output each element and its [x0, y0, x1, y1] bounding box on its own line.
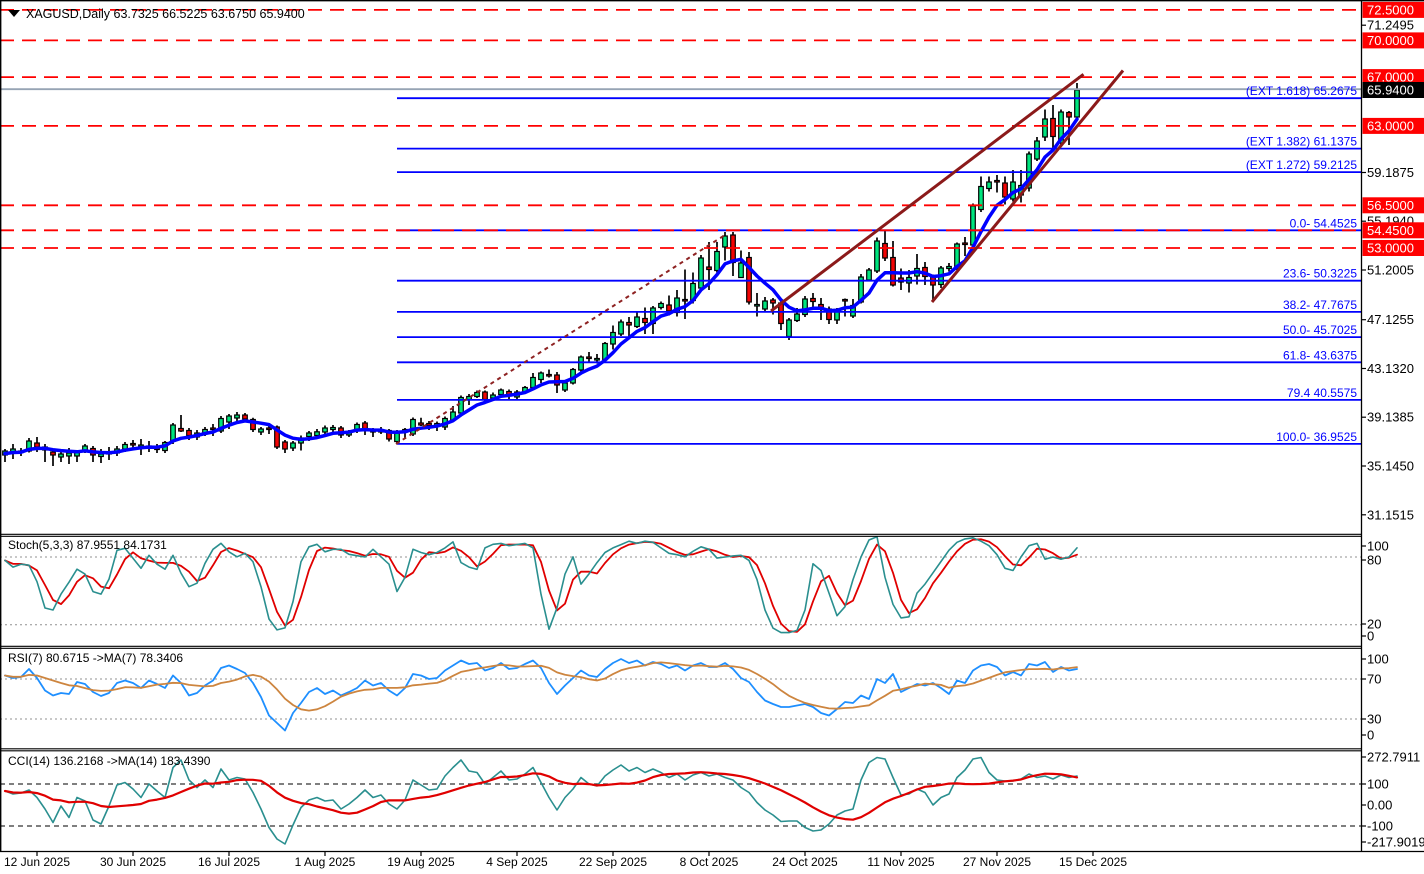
svg-text:100.0- 36.9525: 100.0- 36.9525	[1276, 430, 1357, 444]
svg-text:24 Oct 2025: 24 Oct 2025	[772, 855, 838, 869]
svg-text:35.1450: 35.1450	[1367, 459, 1414, 474]
svg-text:70.0000: 70.0000	[1367, 33, 1414, 48]
svg-text:11 Nov 2025: 11 Nov 2025	[867, 855, 934, 869]
svg-text:1 Aug 2025: 1 Aug 2025	[295, 855, 356, 869]
svg-text:50.0- 45.7025: 50.0- 45.7025	[1283, 323, 1357, 337]
svg-text:272.7911: 272.7911	[1367, 750, 1420, 765]
svg-text:0.0- 54.4525: 0.0- 54.4525	[1290, 216, 1358, 230]
svg-text:(EXT 1.618) 65.2675: (EXT 1.618) 65.2675	[1246, 84, 1358, 98]
svg-text:39.1385: 39.1385	[1367, 410, 1414, 425]
svg-text:31.1515: 31.1515	[1367, 507, 1414, 522]
svg-text:43.1320: 43.1320	[1367, 361, 1414, 376]
svg-text:16 Jul 2025: 16 Jul 2025	[198, 855, 260, 869]
svg-text:0: 0	[1367, 629, 1374, 644]
svg-text:(EXT 1.272) 59.2125: (EXT 1.272) 59.2125	[1246, 158, 1358, 172]
svg-text:12 Jun 2025: 12 Jun 2025	[4, 855, 70, 869]
svg-text:79.4 40.5575: 79.4 40.5575	[1287, 386, 1357, 400]
svg-text:4 Sep 2025: 4 Sep 2025	[486, 855, 548, 869]
svg-text:30: 30	[1367, 712, 1381, 727]
svg-text:70: 70	[1367, 672, 1381, 687]
svg-text:67.0000: 67.0000	[1367, 70, 1414, 85]
svg-text:-217.9019: -217.9019	[1367, 835, 1424, 850]
svg-text:51.2005: 51.2005	[1367, 263, 1414, 278]
svg-text:XAGUSD,Daily 63.7325 66.5225: XAGUSD,Daily 63.7325 66.5225 63.6750 65.…	[26, 7, 305, 21]
svg-text:100: 100	[1367, 777, 1389, 792]
svg-text:19 Aug 2025: 19 Aug 2025	[387, 855, 455, 869]
svg-text:RSI(7) 80.6715 ->MA(7) 78.340: RSI(7) 80.6715 ->MA(7) 78.3406	[8, 651, 183, 665]
svg-text:22 Sep 2025: 22 Sep 2025	[579, 855, 647, 869]
svg-text:72.5000: 72.5000	[1367, 2, 1414, 17]
svg-text:71.2495: 71.2495	[1367, 18, 1414, 33]
svg-text:27 Nov 2025: 27 Nov 2025	[963, 855, 1031, 869]
svg-text:100: 100	[1367, 652, 1389, 667]
svg-text:65.9400: 65.9400	[1367, 83, 1414, 98]
svg-text:100: 100	[1367, 539, 1389, 554]
svg-text:80: 80	[1367, 553, 1381, 568]
svg-text:20: 20	[1367, 617, 1381, 632]
svg-text:53.0000: 53.0000	[1367, 241, 1414, 256]
svg-text:23.6- 50.3225: 23.6- 50.3225	[1283, 267, 1357, 281]
svg-text:15 Dec 2025: 15 Dec 2025	[1059, 855, 1127, 869]
svg-text:(EXT 1.382) 61.1375: (EXT 1.382) 61.1375	[1246, 135, 1358, 149]
svg-text:54.4500: 54.4500	[1367, 223, 1414, 238]
svg-text:8 Oct 2025: 8 Oct 2025	[680, 855, 739, 869]
svg-text:56.5000: 56.5000	[1367, 198, 1414, 213]
svg-text:30 Jun 2025: 30 Jun 2025	[100, 855, 166, 869]
svg-text:47.1255: 47.1255	[1367, 312, 1414, 327]
svg-text:0: 0	[1367, 728, 1374, 743]
svg-text:38.2- 47.7675: 38.2- 47.7675	[1283, 298, 1357, 312]
svg-text:59.1875: 59.1875	[1367, 165, 1414, 180]
svg-text:-100: -100	[1367, 819, 1393, 834]
svg-text:Stoch(5,3,3) 87.9551 84.1731: Stoch(5,3,3) 87.9551 84.1731	[8, 538, 167, 552]
svg-text:0.00: 0.00	[1367, 798, 1392, 813]
svg-text:CCI(14) 136.2168 ->MA(14) 183: CCI(14) 136.2168 ->MA(14) 183.4390	[8, 754, 211, 768]
svg-text:61.8- 43.6375: 61.8- 43.6375	[1283, 348, 1357, 362]
svg-text:63.0000: 63.0000	[1367, 118, 1414, 133]
